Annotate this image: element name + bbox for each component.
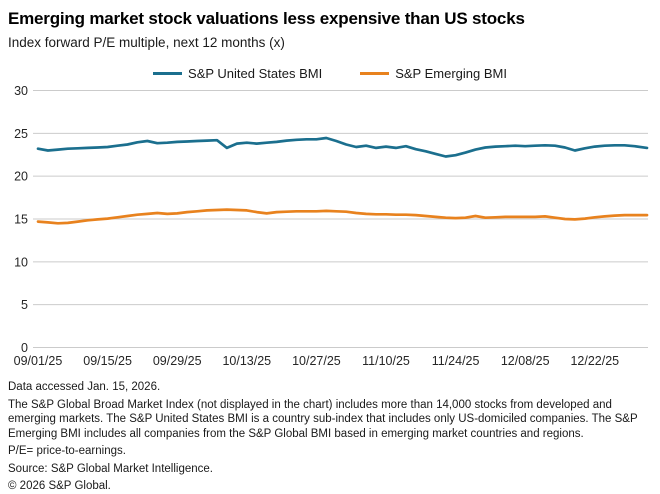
y-tick-label-20: 20 [14, 170, 28, 184]
y-tick-label-0: 0 [21, 341, 28, 355]
footnote-data-accessed: Data accessed Jan. 15, 2026. [8, 381, 161, 393]
x-tick-label-10-13-25: 10/13/25 [222, 354, 271, 368]
series-line-us [36, 136, 649, 158]
footnote-description: The S&P Global Broad Market Index (not d… [8, 398, 638, 440]
x-tick-label-10-27-25: 10/27/25 [292, 354, 341, 368]
legend: S&P United States BMI S&P Emerging BMI [0, 64, 660, 82]
y-tick-label-30: 30 [14, 84, 28, 98]
y-tick-label-25: 25 [14, 127, 28, 141]
y-tick-label-15: 15 [14, 212, 28, 226]
x-tick-label-09-29-25: 09/29/25 [153, 354, 202, 368]
footnote-pe: P/E= price-to-earnings. [8, 445, 126, 457]
legend-label-emerging: S&P Emerging BMI [395, 65, 507, 81]
series-line-emerging [36, 208, 649, 225]
chart-header: Emerging market stock valuations less ex… [0, 0, 660, 51]
legend-label-us: S&P United States BMI [188, 65, 323, 81]
x-tick-label-09-15-25: 09/15/25 [83, 354, 132, 368]
line-chart: 0 5 10 15 20 25 30 09/01/25 09/15/25 09/29/25 10/1… [14, 84, 649, 368]
y-tick-label-10: 10 [14, 255, 28, 269]
us-line-swatch [153, 71, 183, 75]
footnote-copyright: © 2026 S&P Global. [8, 480, 111, 492]
legend-item-us: S&P United States BMI [153, 66, 322, 81]
footnotes: Data accessed Jan. 15, 2026. The S&P Glo… [0, 376, 660, 494]
chart-subtitle: Index forward P/E multiple, next 12 mont… [8, 35, 285, 50]
legend-item-emerging: S&P Emerging BMI [360, 66, 507, 81]
x-tick-label-12-22-25: 12/22/25 [570, 354, 619, 368]
x-tick-label-12-08-25: 12/08/25 [501, 354, 550, 368]
x-tick-label-11-24-25: 11/24/25 [432, 354, 480, 368]
x-tick-label-09-01-25: 09/01/25 [14, 354, 63, 368]
footnote-source: Source: S&P Global Market Intelligence. [8, 462, 213, 475]
emerging-line-swatch [360, 71, 390, 75]
x-tick-label-11-10-25: 11/10/25 [362, 354, 410, 368]
chart-title: Emerging market stock valuations less ex… [8, 9, 525, 28]
y-tick-label-5: 5 [21, 298, 28, 312]
